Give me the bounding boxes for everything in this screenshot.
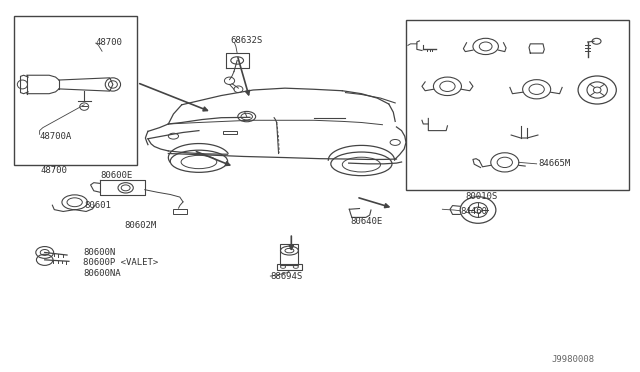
Bar — [14, 16, 137, 164]
Text: J9980008: J9980008 — [551, 355, 594, 364]
Text: 88694S: 88694S — [270, 272, 303, 281]
Bar — [276, 264, 302, 270]
Bar — [173, 209, 188, 214]
Text: 84665M: 84665M — [539, 159, 571, 169]
Text: 68632S: 68632S — [231, 36, 263, 45]
Text: 48700: 48700 — [41, 166, 68, 174]
Text: 80600P <VALET>: 80600P <VALET> — [83, 258, 158, 267]
Text: 84460: 84460 — [460, 206, 487, 216]
Text: 80601: 80601 — [84, 201, 111, 211]
Text: 80600E: 80600E — [100, 171, 132, 180]
Bar — [280, 244, 298, 264]
Text: 80010S: 80010S — [465, 192, 497, 201]
Bar — [223, 131, 237, 134]
Text: 48700: 48700 — [96, 38, 123, 47]
Bar — [406, 20, 629, 190]
Text: 80600N: 80600N — [83, 248, 115, 257]
Text: 80600NA: 80600NA — [83, 269, 120, 278]
Text: 48700A: 48700A — [40, 132, 72, 141]
Text: 80602M: 80602M — [124, 221, 157, 230]
Text: 80640E: 80640E — [350, 217, 382, 226]
